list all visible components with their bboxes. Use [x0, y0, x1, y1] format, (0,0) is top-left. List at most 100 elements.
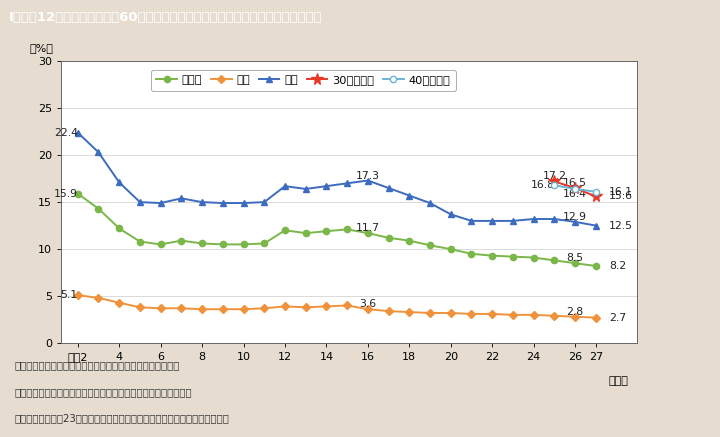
女性: [177, 305, 186, 311]
女性: [550, 313, 559, 319]
男女計: [260, 241, 269, 246]
男性: [405, 193, 413, 198]
男女計: [384, 235, 393, 240]
男女計: [156, 242, 165, 247]
男女計: [343, 227, 351, 232]
Text: 3.6: 3.6: [359, 299, 377, 309]
Text: 11.7: 11.7: [356, 223, 380, 233]
Text: 8.5: 8.5: [567, 253, 584, 263]
男性: [218, 201, 227, 206]
男性: [177, 196, 186, 201]
Line: 男性: 男性: [74, 129, 599, 229]
Line: 40歳代男性: 40歳代男性: [552, 182, 599, 195]
男性: [156, 201, 165, 206]
男女計: [73, 191, 82, 196]
男性: [73, 130, 82, 135]
女性: [94, 295, 103, 301]
Text: （備考）１．総務省「労働力調査（基本集計）」より作成。: （備考）１．総務省「労働力調査（基本集計）」より作成。: [14, 361, 180, 371]
男性: [446, 212, 455, 217]
男女計: [177, 238, 186, 243]
女性: [322, 304, 330, 309]
男女計: [426, 243, 434, 248]
男性: [488, 218, 497, 224]
男性: [302, 186, 310, 191]
男女計: [405, 238, 413, 243]
Line: 男女計: 男女計: [75, 191, 599, 269]
Text: 17.3: 17.3: [356, 170, 380, 180]
男性: [529, 216, 538, 222]
女性: [426, 310, 434, 316]
男女計: [529, 255, 538, 260]
Text: ２．非農林業雇用者数（休業者を除く）に占める割合。: ２．非農林業雇用者数（休業者を除く）に占める割合。: [14, 387, 192, 397]
男性: [322, 184, 330, 189]
Text: 8.2: 8.2: [609, 261, 626, 271]
男女計: [94, 206, 103, 212]
Text: （%）: （%）: [30, 43, 53, 53]
男女計: [364, 230, 372, 236]
男女計: [302, 230, 310, 236]
男女計: [198, 241, 207, 246]
Text: 17.2: 17.2: [542, 171, 567, 181]
Text: 2.8: 2.8: [567, 307, 584, 317]
Text: I－特－12図　週間就業時間60時間以上の雇用者の割合の推移（男女計，男女別）: I－特－12図 週間就業時間60時間以上の雇用者の割合の推移（男女計，男女別）: [9, 11, 323, 24]
男女計: [281, 228, 289, 233]
男性: [508, 218, 517, 224]
男女計: [322, 229, 330, 234]
女性: [281, 304, 289, 309]
女性: [364, 307, 372, 312]
女性: [73, 292, 82, 298]
男女計: [467, 251, 476, 257]
Line: 女性: 女性: [75, 292, 598, 320]
Text: 5.1: 5.1: [60, 290, 78, 300]
Text: （年）: （年）: [608, 376, 628, 386]
男性: [115, 180, 124, 185]
女性: [591, 315, 600, 320]
Text: 22.4: 22.4: [54, 128, 78, 138]
女性: [571, 314, 580, 319]
男性: [426, 201, 434, 206]
30歳代男性: [571, 185, 580, 191]
Text: 16.4: 16.4: [563, 189, 587, 199]
男性: [384, 185, 393, 191]
男性: [281, 184, 289, 189]
男性: [467, 218, 476, 224]
Text: 15.9: 15.9: [54, 189, 78, 199]
男性: [571, 219, 580, 225]
女性: [260, 305, 269, 311]
Text: 16.8: 16.8: [531, 180, 554, 190]
男性: [343, 181, 351, 186]
女性: [384, 309, 393, 314]
男性: [550, 216, 559, 222]
男性: [94, 150, 103, 155]
Text: ３．平成23年値は，岩手県，宮城県及び福島県を除く全国の結果。: ３．平成23年値は，岩手県，宮城県及び福島県を除く全国の結果。: [14, 413, 229, 423]
女性: [156, 305, 165, 311]
Text: 16.1: 16.1: [609, 187, 633, 197]
男女計: [135, 239, 144, 244]
Text: 12.5: 12.5: [609, 221, 633, 231]
女性: [135, 305, 144, 310]
30歳代男性: [591, 194, 600, 199]
女性: [446, 310, 455, 316]
Text: 15.6: 15.6: [609, 191, 633, 201]
女性: [529, 312, 538, 317]
男女計: [488, 253, 497, 258]
男性: [135, 199, 144, 205]
女性: [115, 300, 124, 305]
男女計: [591, 264, 600, 269]
男性: [239, 201, 248, 206]
男女計: [115, 226, 124, 231]
男女計: [550, 258, 559, 263]
女性: [508, 312, 517, 317]
女性: [218, 307, 227, 312]
女性: [488, 311, 497, 316]
男性: [260, 199, 269, 205]
男性: [198, 199, 207, 205]
Text: 2.7: 2.7: [609, 313, 626, 323]
Text: 16.5: 16.5: [563, 178, 587, 188]
男女計: [571, 260, 580, 266]
40歳代男性: [591, 189, 600, 194]
Text: 12.9: 12.9: [563, 212, 587, 222]
女性: [239, 307, 248, 312]
男女計: [508, 254, 517, 259]
女性: [302, 305, 310, 310]
